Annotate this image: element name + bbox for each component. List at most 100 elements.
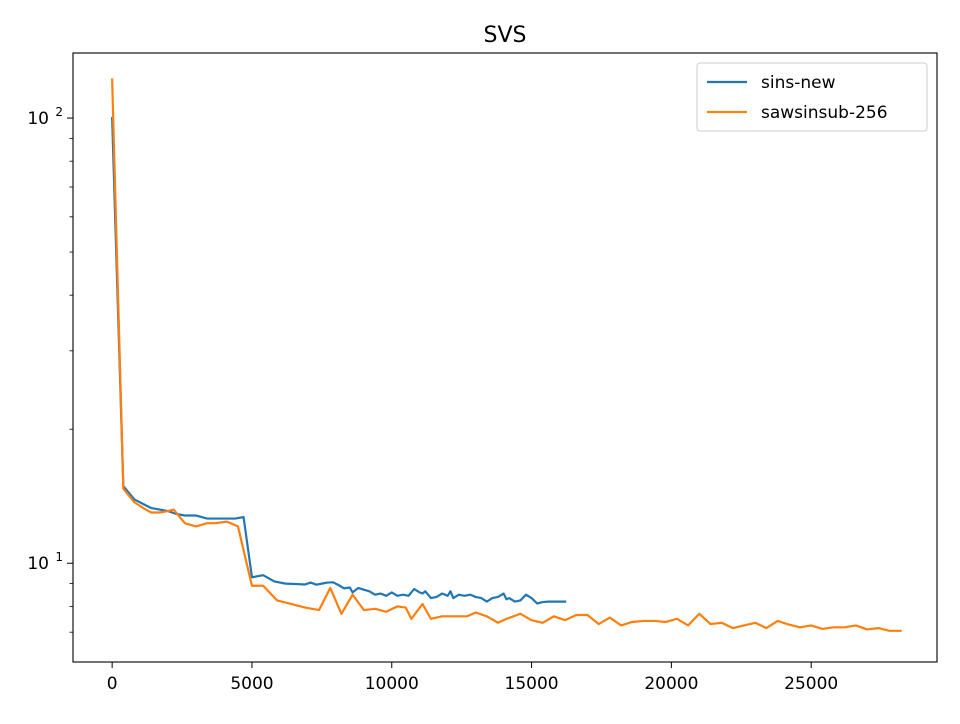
data-point xyxy=(821,628,823,630)
data-point xyxy=(430,618,432,620)
data-point xyxy=(631,621,633,623)
data-point xyxy=(547,601,549,603)
x-tick-label: 15000 xyxy=(505,674,559,694)
data-point xyxy=(698,613,700,615)
data-point xyxy=(396,605,398,607)
data-point xyxy=(251,585,253,587)
data-point xyxy=(374,608,376,610)
data-point xyxy=(374,594,376,596)
data-point xyxy=(304,606,306,608)
data-point xyxy=(505,618,507,620)
series-layer xyxy=(111,78,902,632)
data-point xyxy=(133,501,135,503)
data-point xyxy=(530,597,532,599)
data-point xyxy=(304,583,306,585)
data-point xyxy=(226,521,228,523)
data-point xyxy=(458,594,460,596)
data-point xyxy=(385,611,387,613)
data-point xyxy=(447,595,449,597)
data-point xyxy=(407,595,409,597)
y-axis: 10 1 10 2 xyxy=(27,105,73,633)
data-point xyxy=(150,507,152,509)
data-point xyxy=(145,504,147,506)
data-point xyxy=(598,623,600,625)
legend-frame xyxy=(696,62,928,132)
data-point xyxy=(206,517,208,519)
data-point xyxy=(525,594,527,596)
data-point xyxy=(575,614,577,616)
y-tick-label-base: 10 xyxy=(27,109,49,129)
data-point xyxy=(435,596,437,598)
y-tick-label-base: 10 xyxy=(27,554,49,574)
data-point xyxy=(514,601,516,603)
data-point xyxy=(379,592,381,594)
data-point xyxy=(424,590,426,592)
data-point xyxy=(777,620,779,622)
y-tick-label-exponent: 2 xyxy=(55,105,63,119)
data-point xyxy=(413,588,415,590)
data-point xyxy=(184,522,186,524)
data-point xyxy=(167,510,169,512)
data-point xyxy=(665,621,667,623)
data-point xyxy=(284,583,286,585)
data-point xyxy=(262,585,264,587)
data-point xyxy=(385,595,387,597)
data-point xyxy=(519,599,521,601)
data-point xyxy=(855,624,857,626)
y-tick-label: 10 xyxy=(27,554,49,574)
data-point xyxy=(111,79,113,81)
series-sins-new xyxy=(111,116,567,605)
data-point xyxy=(195,514,197,516)
data-point xyxy=(449,590,451,592)
plot-frame xyxy=(72,52,938,663)
data-point xyxy=(542,601,544,603)
data-point xyxy=(754,622,756,624)
data-point xyxy=(810,624,812,626)
data-point xyxy=(609,616,611,618)
data-point xyxy=(486,615,488,617)
legend: sins-new sawsinsub-256 xyxy=(696,62,928,132)
data-point xyxy=(536,602,538,604)
data-point xyxy=(844,626,846,628)
data-point xyxy=(242,516,244,518)
data-point xyxy=(352,591,354,593)
data-point xyxy=(226,517,228,519)
data-point xyxy=(480,597,482,599)
series-line-sawsinsub-256 xyxy=(111,78,902,632)
y-tick-label-exponent: 1 xyxy=(55,550,63,564)
data-point xyxy=(419,591,421,593)
data-point xyxy=(150,511,152,513)
data-point xyxy=(206,522,208,524)
data-point xyxy=(273,580,275,582)
data-point xyxy=(732,627,734,629)
series-line-sins-new xyxy=(111,116,567,605)
data-point xyxy=(234,517,236,519)
data-point xyxy=(396,595,398,597)
data-point xyxy=(410,618,412,620)
data-point xyxy=(332,581,334,583)
data-point xyxy=(296,583,298,585)
data-point xyxy=(349,586,351,588)
data-point xyxy=(145,508,147,510)
data-point xyxy=(642,620,644,622)
data-point xyxy=(262,574,264,576)
series-sawsinsub-256 xyxy=(111,78,902,632)
data-point xyxy=(122,488,124,490)
data-point xyxy=(357,587,359,589)
data-point xyxy=(505,598,507,600)
data-point xyxy=(497,622,499,624)
data-point xyxy=(709,623,711,625)
data-point xyxy=(475,596,477,598)
data-point xyxy=(329,587,331,589)
data-point xyxy=(508,597,510,599)
data-point xyxy=(352,594,354,596)
plot-area xyxy=(72,52,938,663)
data-point xyxy=(463,595,465,597)
data-point xyxy=(497,596,499,598)
data-point xyxy=(799,626,801,628)
data-point xyxy=(276,599,278,601)
data-point xyxy=(430,597,432,599)
x-tick-label: 10000 xyxy=(365,674,419,694)
data-point xyxy=(405,606,407,608)
